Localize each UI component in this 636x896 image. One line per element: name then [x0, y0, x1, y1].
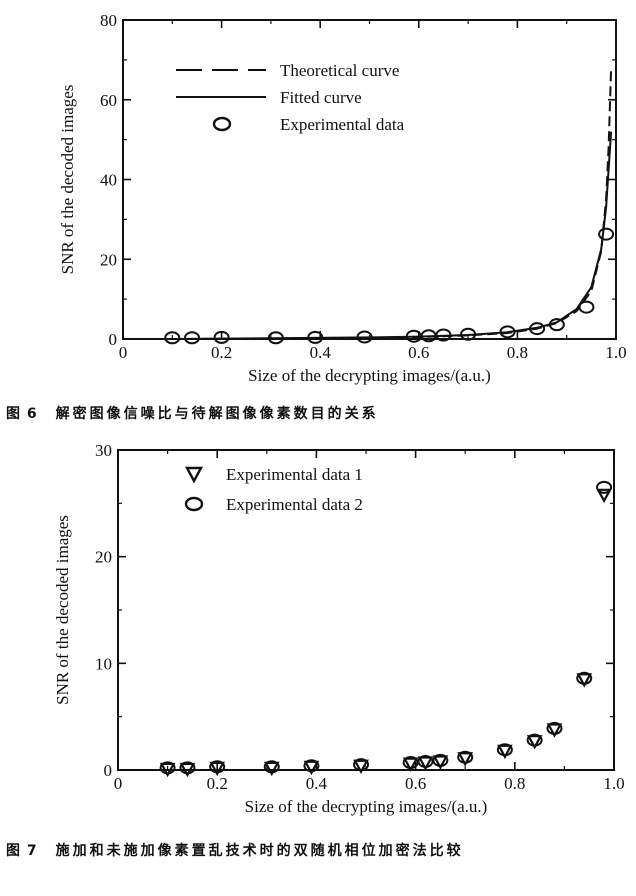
x-tick-label: 0.6	[408, 343, 429, 362]
data-point-circle	[578, 300, 595, 314]
data-point-triangle	[209, 761, 226, 777]
data-point-triangle	[546, 723, 563, 738]
data-point-triangle	[263, 761, 280, 777]
chart-scrambling-comparison: 0 0.2 0.4 0.6 0.8 1.0 0 10 20 30 Size of the decry…	[53, 441, 625, 816]
data-point-circle	[353, 758, 370, 772]
y-tick-label: 0	[109, 330, 118, 349]
data-point-circle	[159, 761, 176, 775]
x-tick-label: 0.8	[507, 343, 528, 362]
chart-snr-vs-size: 0 0.2 0.4 0.6 0.8 1.0 0 20 40 60 80 Size of the dec…	[58, 11, 627, 385]
y-tick-label: 80	[100, 11, 117, 30]
data-point-circle	[576, 671, 593, 685]
y-axis-label: SNR of the decoded images	[58, 85, 77, 275]
legend-entry: Experimental data 2	[184, 495, 363, 514]
x-tick-label: 0	[119, 343, 128, 362]
legend-circle-icon	[212, 116, 232, 132]
data-point-circle	[596, 480, 613, 494]
legend-label: Experimental data 1	[226, 465, 363, 484]
data-point-circle	[526, 733, 543, 747]
y-tick-label: 30	[95, 441, 112, 460]
data-point-circle	[307, 330, 324, 344]
x-tick-label: 0.6	[405, 774, 426, 793]
x-tick-label: 0.2	[211, 343, 232, 362]
data-point-circle	[263, 760, 280, 774]
data-point-triangle	[353, 759, 369, 775]
legend-label: Experimental data	[280, 115, 405, 134]
fitted-curve-line	[172, 131, 613, 340]
y-tick-label: 40	[100, 171, 117, 190]
x-tick-label: 0	[114, 774, 123, 793]
data-point-circle	[460, 327, 477, 341]
figure-7: 0 0.2 0.4 0.6 0.8 1.0 0 10 20 30 Size of the decry…	[0, 432, 636, 896]
data-point-circle	[303, 759, 320, 773]
data-point-triangle	[303, 760, 320, 776]
data-point-triangle	[576, 673, 593, 688]
caption-text: 施加和未施加像素置乱技术时的双随机相位加密法比较	[55, 843, 464, 859]
data-point-circle	[213, 330, 230, 344]
data-point-triangle	[159, 762, 176, 778]
caption-number: 图 7	[6, 843, 38, 859]
legend-triangle-icon	[184, 466, 204, 484]
data-point-triangle	[596, 488, 612, 504]
x-tick-label: 0.8	[504, 774, 525, 793]
legend-circle-icon	[184, 496, 204, 512]
data-point-circle	[548, 318, 565, 332]
y-tick-label: 20	[95, 548, 112, 567]
y-axis-label: SNR of the decoded images	[53, 515, 72, 705]
x-tick-label: 1.0	[603, 774, 624, 793]
data-point-circle	[184, 331, 201, 345]
data-point-triangle	[417, 756, 434, 771]
data-point-triangle	[457, 752, 474, 767]
y-tick-label: 10	[95, 654, 112, 673]
series-dashed	[172, 67, 613, 340]
x-axis-label: Size of the decrypting images/(a.u.)	[245, 797, 488, 816]
data-point-circle	[179, 761, 196, 775]
data-point-triangle	[179, 762, 196, 778]
data-point-circle	[164, 331, 181, 345]
data-point-circle	[356, 330, 373, 344]
y-tick-label: 20	[100, 250, 117, 269]
series-circle	[159, 480, 613, 775]
data-point-circle	[209, 760, 226, 774]
caption-text: 解密图像信噪比与待解图像像素数目的关系	[55, 406, 379, 422]
legend-label: Theoretical curve	[280, 61, 399, 80]
legend-entry: Experimental data	[212, 115, 405, 134]
legend-entry: Theoretical curve	[176, 61, 399, 80]
x-axis-label: Size of the decrypting images/(a.u.)	[248, 366, 491, 385]
x-tick-label: 0.2	[207, 774, 228, 793]
data-point-triangle	[497, 744, 513, 760]
data-point-triangle	[526, 735, 543, 750]
data-point-triangle	[432, 755, 449, 770]
legend-label: Experimental data 2	[226, 495, 363, 514]
legend-label: Fitted curve	[280, 88, 362, 107]
data-point-circle	[496, 743, 513, 757]
legend-entry: Experimental data 1	[184, 465, 363, 484]
y-tick-label: 0	[104, 761, 113, 780]
series-triangle-down	[159, 488, 612, 778]
figure-caption: 图 6 解密图像信噪比与待解图像像素数目的关系	[6, 401, 379, 427]
x-tick-label: 0.4	[310, 343, 332, 362]
series-circle	[164, 227, 615, 345]
series-solid	[172, 131, 613, 340]
figure-6: 0 0.2 0.4 0.6 0.8 1.0 0 20 40 60 80 Size of the dec…	[0, 0, 636, 432]
y-tick-label: 60	[100, 91, 117, 110]
data-point-circle	[267, 331, 284, 345]
x-tick-label: 1.0	[605, 343, 626, 362]
x-tick-label: 0.4	[306, 774, 328, 793]
data-point-circle	[598, 227, 615, 241]
data-point-circle	[499, 325, 516, 339]
data-point-circle	[435, 328, 452, 342]
data-point-circle	[546, 721, 563, 735]
data-point-circle	[432, 753, 449, 767]
data-point-triangle	[402, 757, 419, 772]
legend-entry: Fitted curve	[176, 88, 362, 107]
figure-caption: 图 7 施加和未施加像素置乱技术时的双随机相位加密法比较	[6, 838, 632, 864]
data-point-circle	[529, 322, 546, 336]
theoretical-curve-line	[172, 67, 613, 340]
caption-number: 图 6	[6, 406, 38, 422]
data-point-circle	[457, 750, 474, 764]
